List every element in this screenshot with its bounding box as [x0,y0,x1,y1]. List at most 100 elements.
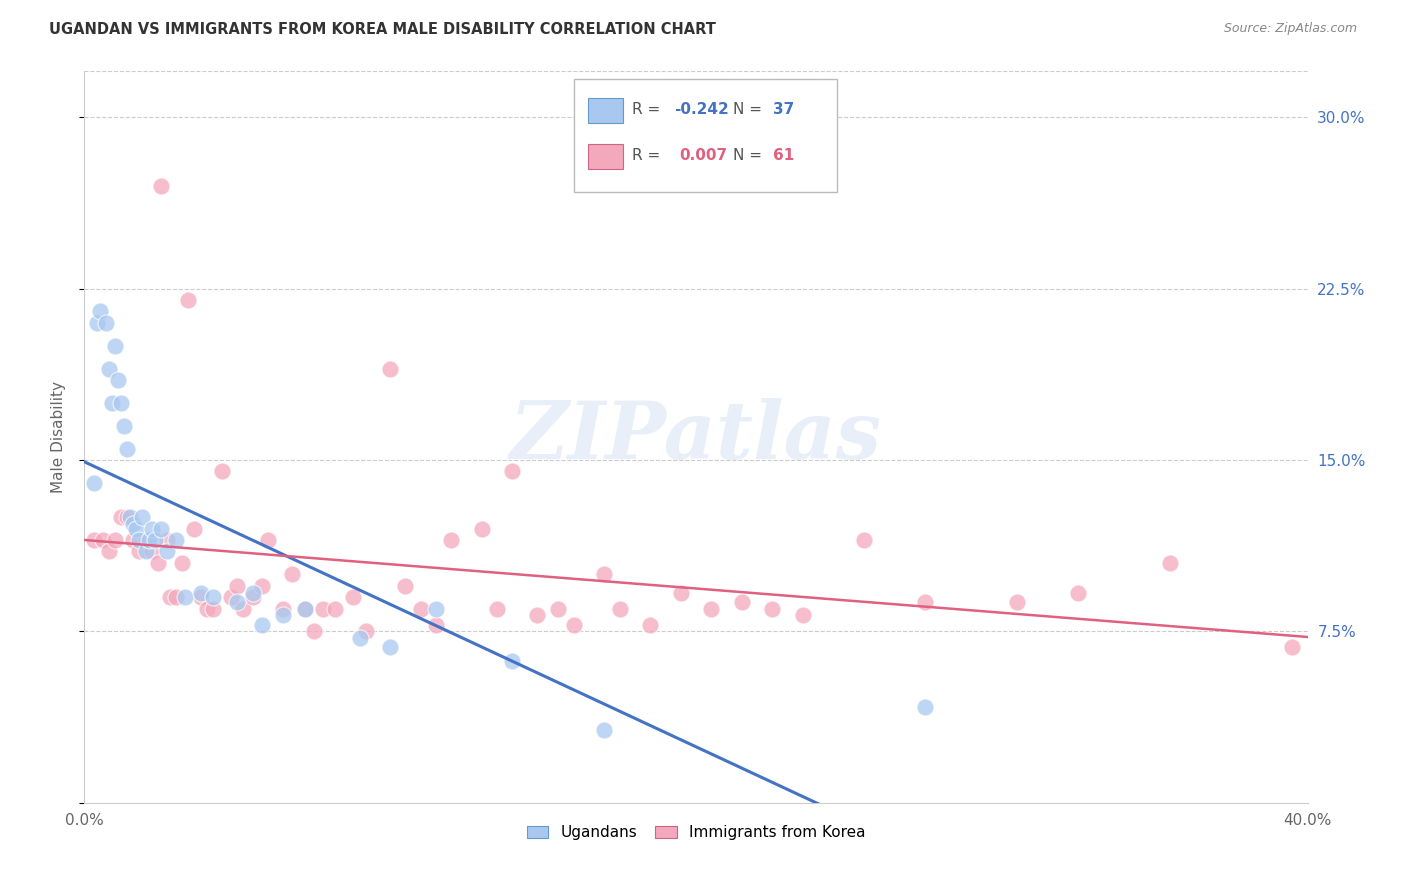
Point [89,304,111,318]
Point [177,293,200,307]
Point [201,590,224,604]
Text: 61: 61 [773,148,794,163]
Point [609,601,631,615]
Point [593,567,616,582]
Point [731,595,754,609]
Point [232,601,254,615]
Point [593,723,616,737]
Legend: Ugandans, Immigrants from Korea: Ugandans, Immigrants from Korea [520,819,872,847]
Point [83,475,105,490]
Point [91,533,114,547]
Point [294,601,316,615]
Point [312,601,335,615]
Point [104,533,127,547]
Point [394,579,416,593]
Point [110,396,132,410]
FancyBboxPatch shape [574,78,837,192]
Point [1005,595,1028,609]
Point [135,544,157,558]
Point [502,654,524,668]
Point [156,533,179,547]
Point [165,590,187,604]
Bar [588,144,623,169]
Text: -0.242: -0.242 [673,102,728,117]
Point [195,601,218,615]
Point [342,590,364,604]
Point [914,595,936,609]
Point [257,533,280,547]
Point [281,567,304,582]
Point [271,601,294,615]
Point [380,361,402,376]
Point [97,544,120,558]
Point [425,617,447,632]
Point [128,533,150,547]
Bar [588,98,623,122]
Point [107,373,129,387]
Point [471,521,494,535]
Point [547,601,569,615]
Point [115,442,138,456]
Point [141,521,163,535]
Point [159,590,181,604]
Point [115,510,138,524]
Point [112,418,135,433]
Point [149,178,172,193]
Point [149,521,172,535]
Point [122,533,145,547]
Point [190,590,212,604]
Point [131,510,153,524]
Point [101,396,124,410]
Point [97,361,120,376]
Text: R =: R = [633,102,665,117]
Point [792,608,814,623]
Point [250,579,273,593]
Point [211,464,233,478]
Point [302,624,325,639]
Text: 0.007: 0.007 [679,148,727,163]
Point [242,590,264,604]
Point [1067,585,1090,599]
Point [156,544,179,558]
Point [104,338,127,352]
Text: N =: N = [733,148,766,163]
Point [172,556,194,570]
Point [250,617,273,632]
Point [914,699,936,714]
Text: ZIPatlas: ZIPatlas [510,399,882,475]
Point [486,601,509,615]
Point [271,608,294,623]
Point [409,601,432,615]
Point [526,608,548,623]
Text: R =: R = [633,148,671,163]
Point [354,624,377,639]
Point [440,533,463,547]
Point [425,601,447,615]
Point [323,601,346,615]
Point [219,590,242,604]
Point [86,316,108,330]
Point [183,521,205,535]
Point [853,533,876,547]
Point [502,464,524,478]
Point [700,601,723,615]
Point [761,601,783,615]
Point [226,595,249,609]
Point [669,585,692,599]
Point [141,544,163,558]
Point [638,617,661,632]
Point [201,601,224,615]
Point [294,601,316,615]
Point [110,510,132,524]
Point [242,585,264,599]
Point [380,640,402,655]
Point [174,590,197,604]
Point [226,579,249,593]
Point [146,556,169,570]
Point [120,510,142,524]
Text: Source: ZipAtlas.com: Source: ZipAtlas.com [1223,22,1357,36]
Point [165,533,187,547]
Text: N =: N = [733,102,766,117]
Point [125,521,148,535]
Text: UGANDAN VS IMMIGRANTS FROM KOREA MALE DISABILITY CORRELATION CHART: UGANDAN VS IMMIGRANTS FROM KOREA MALE DI… [49,22,716,37]
